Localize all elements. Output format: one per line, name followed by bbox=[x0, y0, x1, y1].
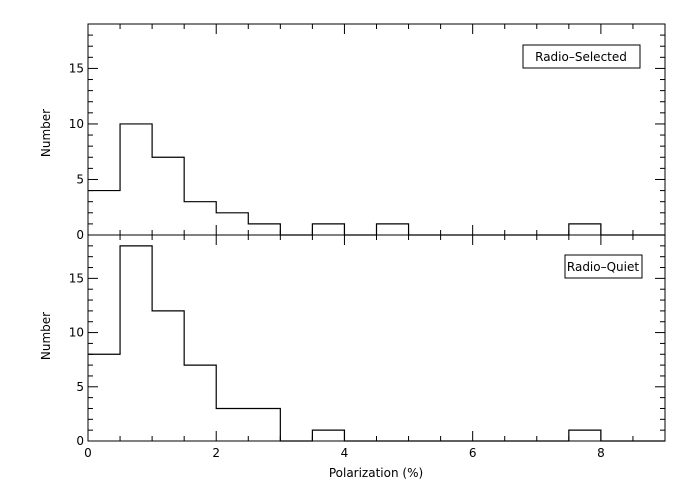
bottom-y-tick-labels: 0 5 10 15 bbox=[69, 271, 84, 448]
x-tick-label: 8 bbox=[597, 446, 605, 460]
x-tick-label: 2 bbox=[212, 446, 220, 460]
top-y-tick-label: 5 bbox=[76, 172, 84, 186]
bottom-panel: 0 5 10 15 0 2 4 6 8 Number Polarization (%) Rad… bbox=[39, 234, 666, 480]
bottom-y-tick-label: 0 bbox=[76, 434, 84, 448]
top-y-tick-label: 0 bbox=[76, 228, 84, 242]
top-legend-label: Radio–Selected bbox=[535, 50, 627, 64]
bottom-legend-box bbox=[564, 254, 643, 279]
top-histogram-step-line bbox=[88, 123, 665, 236]
x-axis-label: Polarization (%) bbox=[329, 466, 423, 480]
top-y-tick-label: 10 bbox=[69, 117, 84, 131]
x-tick-label: 0 bbox=[84, 446, 92, 460]
top-legend-box bbox=[522, 44, 641, 69]
bottom-y-axis-label: Number bbox=[39, 312, 53, 360]
bottom-histogram-step-line bbox=[88, 245, 665, 442]
top-y-tick-label: 15 bbox=[69, 61, 84, 75]
top-y-axis-label: Number bbox=[39, 109, 53, 157]
x-tick-label: 4 bbox=[341, 446, 349, 460]
bottom-x-tick-labels: 0 2 4 6 8 bbox=[84, 446, 605, 460]
bottom-y-tick-label: 15 bbox=[69, 271, 84, 285]
bottom-legend-label: Radio–Quiet bbox=[567, 260, 639, 274]
bottom-y-tick-label: 10 bbox=[69, 326, 84, 340]
x-tick-label: 6 bbox=[469, 446, 477, 460]
bottom-y-tick-label: 5 bbox=[76, 380, 84, 394]
top-panel: 0 5 10 15 Number Radio–Selected bbox=[39, 23, 666, 242]
top-y-tick-labels: 0 5 10 15 bbox=[69, 61, 84, 242]
